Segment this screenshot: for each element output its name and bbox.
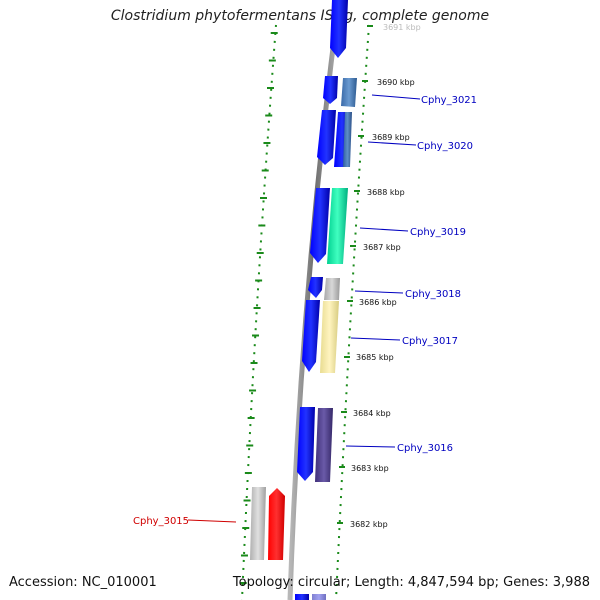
ruler-label: 3690 kbp <box>377 78 415 87</box>
gene-box-3019[interactable] <box>327 188 348 264</box>
gene-box-3021[interactable] <box>341 78 357 107</box>
gene-box-bottom-blue[interactable] <box>295 594 309 600</box>
gene-box-3020-steel[interactable] <box>343 112 352 167</box>
gene-label-cphy-3021[interactable]: Cphy_3021 <box>421 95 477 106</box>
label-connectors <box>187 94 421 523</box>
gene-box-3016[interactable] <box>315 408 333 482</box>
gene-label-cphy-3015[interactable]: Cphy_3015 <box>133 516 189 527</box>
gene-arrow-3015-red[interactable] <box>268 488 285 560</box>
ruler-label: 3686 kbp <box>359 298 397 307</box>
ruler-label: 3683 kbp <box>351 464 389 473</box>
gene-arrow-3020-blue[interactable] <box>317 110 336 165</box>
gene-box-bottom-lavender[interactable] <box>312 594 326 600</box>
ruler-label: 3691 kbp <box>383 23 421 32</box>
gene-arrow-top[interactable] <box>330 0 348 58</box>
connector-3019 <box>359 227 409 232</box>
gene-label-cphy-3017[interactable]: Cphy_3017 <box>402 336 458 347</box>
left-scale-ticks <box>239 32 278 584</box>
ruler-label: 3688 kbp <box>367 188 405 197</box>
map-title: Clostridium phytofermentans ISDg, comple… <box>110 8 490 24</box>
connector-3015 <box>187 519 237 523</box>
gene-arrow-3016-blue[interactable] <box>297 407 315 481</box>
genome-summary-text: Topology: circular; Length: 4,847,594 bp… <box>232 575 590 590</box>
gene-arrow-3017-blue[interactable] <box>302 300 320 372</box>
ruler-label: 3685 kbp <box>356 353 394 362</box>
gene-labels[interactable]: Cphy_3021 Cphy_3020 Cphy_3019 Cphy_3018 … <box>133 95 477 527</box>
gene-arrow-3019-blue[interactable] <box>310 188 330 263</box>
ruler-label: 3689 kbp <box>372 133 410 142</box>
ruler-label: 3682 kbp <box>350 520 388 529</box>
ruler-label: 3684 kbp <box>353 409 391 418</box>
gene-label-cphy-3016[interactable]: Cphy_3016 <box>397 443 453 454</box>
gene-box-3015-gray[interactable] <box>250 487 266 560</box>
gene-track[interactable] <box>250 0 357 600</box>
guide-dashes <box>241 24 370 600</box>
ruler-labels: 3691 kbp 3690 kbp 3689 kbp 3688 kbp 3687… <box>350 23 421 529</box>
connector-3021 <box>371 94 421 100</box>
connector-3016 <box>345 445 396 448</box>
gene-label-cphy-3020[interactable]: Cphy_3020 <box>417 141 473 152</box>
gene-box-3017[interactable] <box>320 301 339 373</box>
accession-text: Accession: NC_010001 <box>9 575 157 590</box>
gene-label-cphy-3019[interactable]: Cphy_3019 <box>410 227 466 238</box>
gene-arrow-3018-blue[interactable] <box>308 277 323 298</box>
gene-box-3018[interactable] <box>324 278 340 300</box>
connector-3017 <box>350 337 401 341</box>
gene-arrow-3021-blue[interactable] <box>323 76 338 104</box>
ruler-label: 3687 kbp <box>363 243 401 252</box>
connector-3018 <box>354 290 404 294</box>
connector-3020 <box>367 141 417 146</box>
gene-label-cphy-3018[interactable]: Cphy_3018 <box>405 289 461 300</box>
ruler-ticks <box>337 25 373 524</box>
